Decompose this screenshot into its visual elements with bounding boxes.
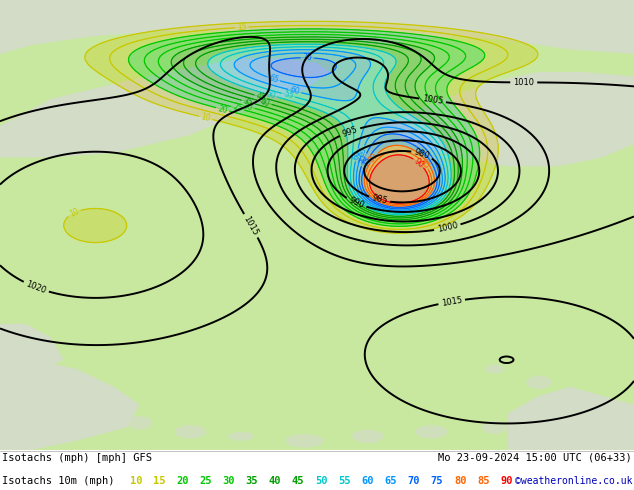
Ellipse shape (526, 376, 552, 389)
Text: 980: 980 (413, 147, 431, 161)
Text: 10: 10 (130, 476, 143, 486)
Polygon shape (0, 360, 139, 450)
Ellipse shape (228, 432, 254, 441)
Text: 85: 85 (418, 157, 430, 170)
Text: 85: 85 (477, 476, 489, 486)
Text: 25: 25 (199, 476, 212, 486)
Text: 80: 80 (367, 151, 380, 165)
Text: 1010: 1010 (513, 78, 534, 87)
Text: 40: 40 (269, 476, 281, 486)
Text: 35: 35 (245, 476, 258, 486)
Ellipse shape (485, 365, 504, 373)
Text: 75: 75 (361, 155, 373, 168)
Text: 60: 60 (351, 149, 362, 161)
Text: ©weatheronline.co.uk: ©weatheronline.co.uk (515, 476, 632, 486)
Text: 25: 25 (231, 103, 243, 114)
Polygon shape (0, 0, 634, 54)
Text: 35: 35 (242, 97, 254, 108)
Text: 10: 10 (200, 112, 211, 123)
Text: 50: 50 (265, 90, 276, 101)
Text: 55: 55 (339, 476, 351, 486)
Text: 990: 990 (347, 196, 365, 210)
Ellipse shape (174, 425, 206, 439)
Text: 30: 30 (223, 476, 235, 486)
Text: Isotachs (mph) [mph] GFS: Isotachs (mph) [mph] GFS (2, 453, 152, 463)
Text: 985: 985 (371, 194, 388, 206)
Text: 10: 10 (68, 207, 81, 219)
Text: 20: 20 (176, 476, 189, 486)
Ellipse shape (127, 416, 152, 430)
Text: 50: 50 (315, 476, 328, 486)
Text: 1015: 1015 (242, 214, 260, 237)
Text: 15: 15 (236, 23, 247, 32)
Polygon shape (507, 387, 634, 450)
Ellipse shape (285, 434, 323, 447)
Text: 70: 70 (358, 153, 370, 166)
Text: 55: 55 (283, 90, 294, 101)
Text: 20: 20 (217, 104, 228, 115)
Text: 70: 70 (408, 476, 420, 486)
Text: 30: 30 (242, 101, 254, 112)
Text: 40: 40 (259, 97, 271, 108)
Text: 1015: 1015 (441, 295, 463, 308)
Text: Mo 23-09-2024 15:00 UTC (06+33): Mo 23-09-2024 15:00 UTC (06+33) (438, 453, 632, 463)
Text: 60: 60 (289, 86, 301, 97)
Text: 65: 65 (384, 476, 397, 486)
Text: 90: 90 (412, 156, 425, 170)
Text: 45: 45 (255, 91, 267, 102)
Text: 45: 45 (292, 476, 304, 486)
Text: 995: 995 (341, 125, 359, 139)
Text: 70: 70 (302, 53, 313, 62)
Ellipse shape (482, 420, 507, 434)
Ellipse shape (70, 396, 108, 414)
Text: 1020: 1020 (25, 279, 48, 295)
Polygon shape (0, 58, 330, 157)
Ellipse shape (542, 418, 574, 436)
Ellipse shape (567, 405, 599, 423)
Text: 90: 90 (500, 476, 513, 486)
Text: 65: 65 (356, 146, 368, 158)
Polygon shape (0, 324, 63, 369)
Text: 1000: 1000 (436, 221, 458, 234)
Polygon shape (380, 72, 634, 167)
Text: 1005: 1005 (422, 95, 444, 106)
Text: 15: 15 (153, 476, 165, 486)
Text: Isotachs 10m (mph): Isotachs 10m (mph) (2, 476, 114, 486)
Text: 65: 65 (268, 74, 280, 85)
Ellipse shape (352, 430, 384, 443)
Text: 80: 80 (454, 476, 467, 486)
Text: 60: 60 (361, 476, 374, 486)
Text: 75: 75 (431, 476, 443, 486)
Ellipse shape (415, 425, 447, 439)
